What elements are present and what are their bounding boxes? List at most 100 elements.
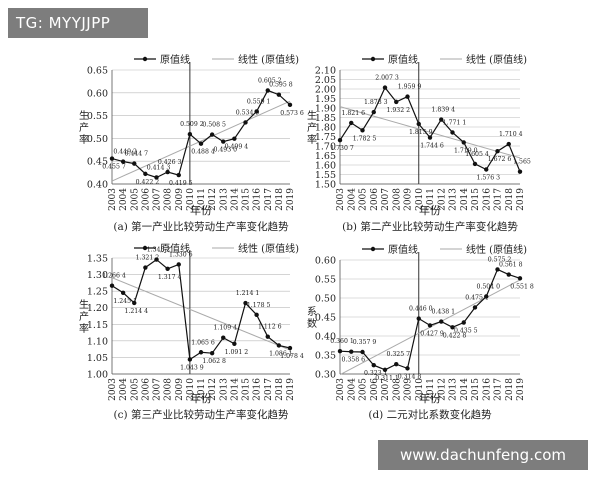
x-tick-label: 2006 [141, 378, 151, 401]
data-point [254, 312, 259, 318]
data-label: 1.576 3 [476, 175, 500, 182]
data-point [154, 175, 159, 180]
data-point [427, 323, 433, 328]
x-tick-label: 2015 [242, 378, 252, 401]
y-axis-label-char: 生 [79, 109, 89, 122]
data-point [382, 85, 388, 90]
chart-caption: (b) 第二产业比较劳动生产率变化趋势 [342, 220, 518, 233]
x-tick-label: 2018 [505, 378, 515, 401]
data-label: 1.214 4 [124, 308, 148, 315]
data-label: 1.065 6 [191, 339, 215, 346]
x-tick-label: 2015 [471, 378, 481, 401]
x-tick-label: 2011 [426, 188, 436, 211]
data-point [371, 363, 376, 368]
y-tick-label: 1.80 [315, 123, 336, 134]
data-label: 0.435 5 [454, 328, 478, 335]
x-tick-label: 2017 [264, 378, 274, 401]
y-tick-label: 1.60 [315, 161, 336, 172]
data-label: 0.422 2 [136, 179, 160, 186]
data-label: 0.314 8 [398, 373, 422, 380]
x-tick-label: 2004 [347, 188, 357, 211]
legend-series-marker [142, 245, 148, 251]
x-tick-label: 2012 [437, 378, 447, 401]
legend-trend-label: 线性 (原值线) [238, 53, 299, 66]
data-label: 0.427 9 [420, 330, 444, 337]
x-tick-label: 2019 [286, 378, 296, 401]
data-point [198, 141, 204, 146]
x-tick-label: 2008 [392, 378, 402, 401]
x-tick-label: 2003 [336, 188, 346, 211]
x-tick-label: 2011 [197, 188, 207, 211]
data-label: 0.551 8 [510, 283, 534, 290]
data-point [232, 136, 237, 141]
x-tick-label: 2012 [208, 188, 218, 211]
data-point [506, 272, 511, 277]
data-point [484, 294, 489, 299]
x-tick-label: 2004 [347, 378, 357, 401]
y-axis-label-char: 率 [79, 322, 89, 335]
x-tick-label: 2005 [359, 188, 369, 211]
x-tick-label: 2017 [494, 378, 504, 401]
data-point [176, 172, 181, 178]
data-label: 1.959 9 [398, 84, 422, 91]
data-label: 0.446 0 [409, 306, 433, 313]
data-label: 1.815 9 [409, 129, 433, 136]
data-point [371, 109, 376, 115]
legend-series-label: 原值线 [388, 243, 418, 256]
y-axis-label-char: 产 [307, 121, 317, 134]
data-point [337, 137, 343, 143]
x-tick-label: 2019 [516, 378, 526, 401]
y-tick-label: 1.00 [87, 370, 108, 381]
data-point [450, 130, 455, 135]
data-label: 1.605 4 [465, 151, 489, 158]
y-tick-label: 1.70 [315, 142, 336, 153]
watermark-url-badge: www.dachunfeng.com [378, 440, 588, 470]
x-tick-label: 2010 [186, 188, 196, 211]
y-tick-label: 0.60 [87, 88, 108, 99]
data-label: 1.565 [513, 159, 531, 166]
data-label: 1.744 6 [420, 143, 444, 150]
data-label: 1.214 1 [236, 290, 260, 297]
y-tick-label: 1.05 [87, 353, 108, 364]
x-tick-label: 2014 [230, 378, 240, 401]
x-tick-label: 2004 [119, 378, 129, 401]
x-axis-label: 年份 [190, 391, 212, 405]
y-tick-label: 2.05 [315, 75, 336, 86]
y-axis-label-char: 率 [307, 133, 317, 146]
data-label: 1.782 5 [353, 135, 377, 142]
x-tick-label: 2014 [460, 378, 470, 401]
x-tick-label: 2003 [336, 378, 346, 401]
data-label: 0.499 4 [225, 144, 249, 151]
x-tick-label: 2010 [415, 378, 425, 401]
x-tick-label: 2007 [153, 188, 163, 211]
data-point [461, 320, 466, 325]
x-tick-label: 2014 [460, 188, 470, 211]
x-tick-label: 2005 [130, 378, 140, 401]
data-point [221, 335, 226, 340]
data-label: 2.007 3 [375, 75, 399, 82]
x-tick-label: 2013 [219, 378, 229, 401]
trend-line [339, 106, 521, 159]
data-label: 0.323 1 [364, 370, 388, 377]
data-label: 0.422 8 [443, 332, 467, 339]
data-label: 1.710 4 [499, 131, 523, 138]
data-point [416, 121, 421, 127]
data-point [439, 117, 444, 122]
data-label: 1.839 4 [431, 107, 455, 114]
data-label: 0.605 2 [258, 77, 282, 84]
x-tick-label: 2019 [286, 188, 296, 211]
data-label: 0.325 7 [386, 351, 410, 358]
data-point [154, 257, 159, 262]
data-label: 0.426 3 [158, 159, 182, 166]
y-tick-label: 1.20 [87, 303, 108, 314]
data-point [416, 316, 421, 321]
data-point [187, 132, 193, 137]
y-tick-label: 1.10 [87, 336, 108, 347]
data-label: 0.360 1 [330, 338, 354, 345]
data-label: 0.357 9 [353, 339, 377, 346]
data-point [394, 362, 399, 367]
data-label: 0.488 4 [191, 149, 215, 156]
y-tick-label: 1.25 [87, 287, 108, 298]
y-tick-label: 1.65 [315, 151, 336, 162]
y-tick-label: 1.95 [315, 94, 336, 105]
